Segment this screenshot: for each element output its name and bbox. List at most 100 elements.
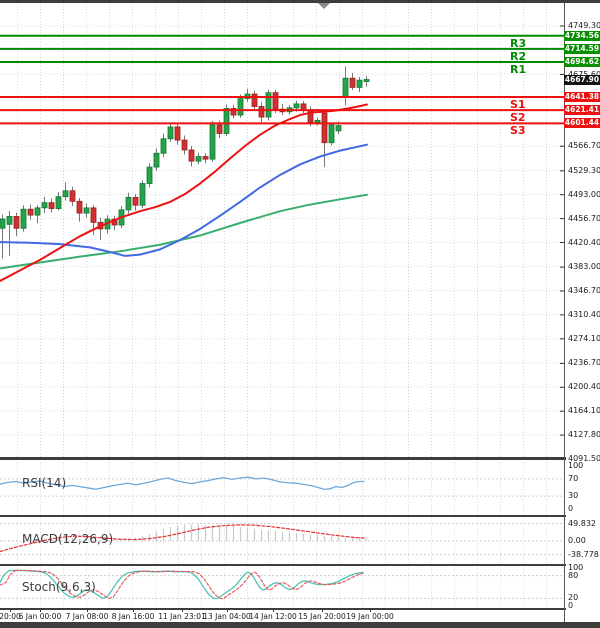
panel-separator-macd bbox=[0, 514, 566, 517]
candle-body bbox=[251, 93, 258, 107]
price-tick-label: 4346.70 bbox=[568, 286, 600, 295]
stoch-panel-label: Stoch(9,6,3) bbox=[22, 580, 96, 594]
rsi-tick-label: 70 bbox=[568, 473, 579, 483]
candle-body bbox=[41, 202, 48, 209]
candle-body bbox=[181, 139, 188, 151]
candle-body bbox=[293, 103, 300, 109]
candle-body bbox=[20, 208, 27, 229]
ma-mid-line bbox=[0, 143, 368, 257]
time-axis-label: 20:00 bbox=[0, 612, 21, 621]
macd-tick-label: 49.832 bbox=[568, 518, 596, 528]
candle-body bbox=[230, 108, 237, 116]
macd-tick-label: 0.00 bbox=[568, 535, 586, 545]
panel-separator-stoch bbox=[0, 563, 566, 566]
candle-body bbox=[139, 183, 146, 206]
candle-body bbox=[13, 216, 20, 229]
candle-body bbox=[202, 156, 209, 160]
panel-separator-rsi bbox=[0, 457, 566, 460]
price-tick-label: 4749.30 bbox=[568, 21, 600, 30]
candle-body bbox=[76, 200, 83, 214]
rsi-line bbox=[0, 476, 365, 490]
chart-bottom-border bbox=[0, 608, 566, 610]
candle-body bbox=[55, 196, 62, 209]
ma-fast-line bbox=[0, 103, 368, 282]
support-price-box: 4621.41 bbox=[564, 105, 600, 116]
rsi-tick-label: 0 bbox=[568, 504, 574, 513]
candle-body bbox=[237, 98, 244, 116]
ma-slow-line bbox=[0, 193, 368, 270]
price-tick-label: 4420.40 bbox=[568, 237, 600, 247]
candle-body bbox=[188, 149, 195, 162]
time-axis-label: 13 Jan 04:00 bbox=[203, 612, 251, 621]
stoch-tick-label: 0 bbox=[568, 601, 574, 610]
candle-body bbox=[216, 124, 223, 134]
candle-body bbox=[195, 156, 202, 162]
time-axis-label: 6 Jan 00:00 bbox=[18, 612, 62, 621]
time-axis-label: 19 Jan 00:00 bbox=[346, 612, 394, 621]
support-name-label: S1 bbox=[510, 98, 526, 112]
candle-body bbox=[209, 124, 216, 160]
candle-body bbox=[160, 138, 167, 154]
resistance-name-label: R2 bbox=[510, 49, 527, 63]
macd-signal-line bbox=[0, 524, 366, 553]
price-tick-label: 4529.30 bbox=[568, 165, 600, 175]
support-name-label: S2 bbox=[510, 111, 526, 125]
stoch-k-line bbox=[0, 569, 364, 600]
stoch-tick-label: 80 bbox=[568, 570, 579, 580]
candle-body bbox=[356, 79, 363, 88]
price-tick-label: 4566.70 bbox=[568, 141, 600, 151]
resistance-price-box: 4694.62 bbox=[564, 56, 600, 67]
resistance-price-box: 4714.59 bbox=[564, 43, 600, 54]
candle-body bbox=[272, 92, 279, 110]
price-tick-label: 4456.70 bbox=[568, 213, 600, 223]
candle-body bbox=[265, 92, 272, 118]
candle-body bbox=[153, 152, 160, 168]
price-tick-label: 4493.00 bbox=[568, 189, 600, 199]
current-price-box: 4667.90 bbox=[564, 74, 600, 85]
price-tick-label: 4236.70 bbox=[568, 358, 600, 368]
time-axis-label: 15 Jan 20:00 bbox=[298, 612, 346, 621]
price-tick-label: 4127.80 bbox=[568, 430, 600, 440]
macd-panel-label: MACD(12,26,9) bbox=[22, 532, 114, 546]
candle-body bbox=[83, 207, 90, 214]
candle-body bbox=[0, 218, 6, 229]
candle-body bbox=[174, 126, 181, 141]
price-tick-label: 4091.50 bbox=[568, 454, 600, 463]
price-axis-line bbox=[564, 3, 565, 622]
candle-body bbox=[62, 190, 69, 198]
support-price-box: 4641.38 bbox=[564, 92, 600, 103]
candle-body bbox=[300, 103, 307, 111]
price-tick-label: 4310.40 bbox=[568, 309, 600, 319]
time-axis-label: 8 Jan 16:00 bbox=[111, 612, 155, 621]
time-axis-label: 11 Jan 23:01 bbox=[158, 612, 206, 621]
rsi-panel-label: RSI(14) bbox=[22, 476, 67, 490]
price-tick-label: 4383.00 bbox=[568, 262, 600, 272]
candle-body bbox=[349, 77, 356, 88]
candle-body bbox=[6, 216, 13, 225]
top-window-bar bbox=[0, 0, 600, 3]
rsi-tick-label: 100 bbox=[568, 461, 584, 470]
macd-tick-label: -38.778 bbox=[568, 549, 599, 559]
support-price-box: 4601.44 bbox=[564, 118, 600, 129]
candle-body bbox=[69, 190, 76, 202]
candle-body bbox=[27, 208, 34, 216]
time-axis-label: 7 Jan 08:00 bbox=[65, 612, 109, 621]
price-tick-label: 4274.10 bbox=[568, 333, 600, 343]
price-tick-label: 4164.10 bbox=[568, 406, 600, 416]
bottom-window-bar bbox=[0, 622, 600, 628]
stoch-tick-label: 100 bbox=[568, 563, 584, 572]
candle-body bbox=[167, 126, 174, 140]
price-tick-label: 4675.60 bbox=[568, 70, 600, 79]
resistance-price-box: 4734.56 bbox=[564, 30, 600, 41]
candle-body bbox=[314, 119, 321, 123]
candle-body bbox=[90, 207, 97, 223]
stoch-tick-label: 20 bbox=[568, 593, 579, 603]
candle-body bbox=[321, 112, 328, 144]
candle-body bbox=[328, 124, 335, 144]
resistance-name-label: R3 bbox=[510, 36, 527, 50]
top-marker-icon bbox=[318, 3, 330, 9]
stoch-d-line bbox=[0, 569, 364, 600]
candle-body bbox=[132, 196, 139, 206]
